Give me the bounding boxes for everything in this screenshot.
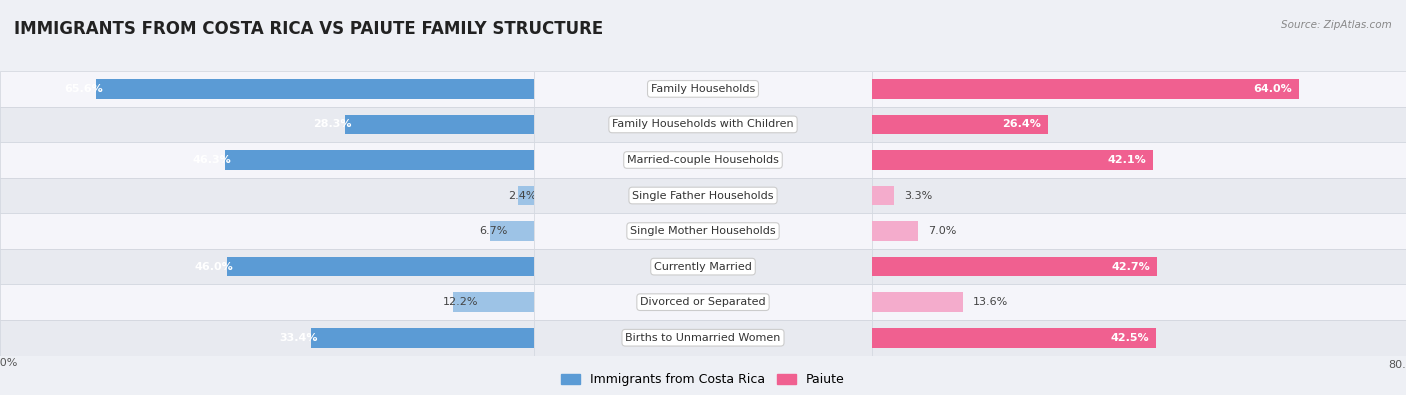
Text: 7.0%: 7.0% <box>928 226 957 236</box>
Text: Family Households: Family Households <box>651 84 755 94</box>
Bar <box>872 257 1157 276</box>
Bar <box>872 186 894 205</box>
Bar <box>0 249 534 284</box>
Text: 3.3%: 3.3% <box>904 190 932 201</box>
Bar <box>534 249 872 284</box>
Text: 26.4%: 26.4% <box>1002 119 1042 130</box>
Text: Currently Married: Currently Married <box>654 261 752 272</box>
Bar <box>0 107 534 142</box>
Bar <box>872 150 1153 170</box>
Text: IMMIGRANTS FROM COSTA RICA VS PAIUTE FAMILY STRUCTURE: IMMIGRANTS FROM COSTA RICA VS PAIUTE FAM… <box>14 20 603 38</box>
Bar <box>453 292 534 312</box>
Text: Births to Unmarried Women: Births to Unmarried Women <box>626 333 780 343</box>
Bar <box>872 320 1406 356</box>
Bar <box>872 213 1406 249</box>
Text: 46.0%: 46.0% <box>195 261 233 272</box>
Bar <box>346 115 534 134</box>
Bar <box>872 71 1406 107</box>
Text: 65.6%: 65.6% <box>65 84 103 94</box>
Bar <box>534 107 872 142</box>
Bar <box>872 249 1406 284</box>
Bar <box>534 320 872 356</box>
Bar <box>872 142 1406 178</box>
Bar <box>0 142 534 178</box>
Bar <box>226 257 534 276</box>
Bar <box>872 115 1047 134</box>
Bar <box>0 178 534 213</box>
Text: Single Father Households: Single Father Households <box>633 190 773 201</box>
Bar <box>534 178 872 213</box>
Bar <box>534 284 872 320</box>
Bar <box>225 150 534 170</box>
Bar <box>534 71 872 107</box>
Bar <box>0 320 534 356</box>
Bar <box>872 292 963 312</box>
Bar <box>872 79 1299 99</box>
Bar <box>872 284 1406 320</box>
Bar <box>311 328 534 348</box>
Text: 28.3%: 28.3% <box>314 119 352 130</box>
Text: 46.3%: 46.3% <box>193 155 232 165</box>
Text: 42.5%: 42.5% <box>1111 333 1149 343</box>
Bar <box>534 213 872 249</box>
Legend: Immigrants from Costa Rica, Paiute: Immigrants from Costa Rica, Paiute <box>558 371 848 389</box>
Text: 13.6%: 13.6% <box>973 297 1008 307</box>
Bar <box>489 221 534 241</box>
Bar <box>872 328 1156 348</box>
Text: 2.4%: 2.4% <box>508 190 537 201</box>
Text: 6.7%: 6.7% <box>479 226 508 236</box>
Bar <box>872 107 1406 142</box>
Text: Family Households with Children: Family Households with Children <box>612 119 794 130</box>
Text: Source: ZipAtlas.com: Source: ZipAtlas.com <box>1281 20 1392 30</box>
Text: 42.1%: 42.1% <box>1108 155 1146 165</box>
Bar <box>519 186 534 205</box>
Text: 42.7%: 42.7% <box>1112 261 1150 272</box>
Bar <box>96 79 534 99</box>
Bar <box>534 142 872 178</box>
Bar <box>0 71 534 107</box>
Bar <box>0 213 534 249</box>
Text: Single Mother Households: Single Mother Households <box>630 226 776 236</box>
Text: Divorced or Separated: Divorced or Separated <box>640 297 766 307</box>
Bar <box>872 221 918 241</box>
Text: 64.0%: 64.0% <box>1254 84 1292 94</box>
Bar <box>0 284 534 320</box>
Text: Married-couple Households: Married-couple Households <box>627 155 779 165</box>
Text: 12.2%: 12.2% <box>443 297 478 307</box>
Text: 33.4%: 33.4% <box>280 333 318 343</box>
Bar <box>872 178 1406 213</box>
